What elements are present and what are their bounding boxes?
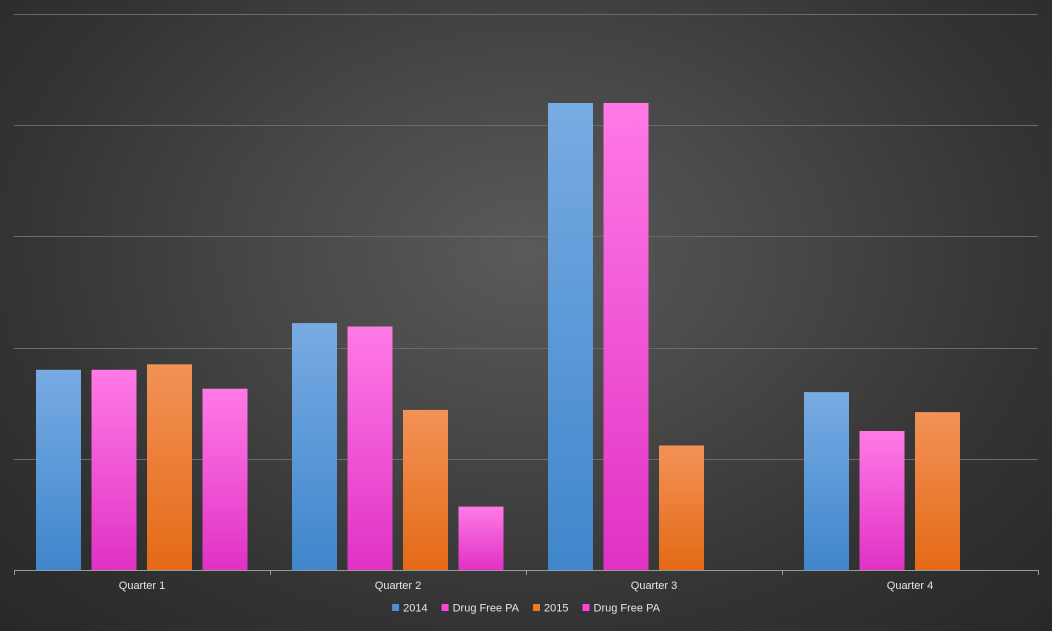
bar-3-series-1 [859,431,905,570]
x-tick-label-2: Quarter 3 [631,580,677,592]
bar-0-series-2 [147,364,192,570]
legend-swatch-2 [533,604,540,611]
bar-1-series-1 [347,326,393,570]
legend-label-2: 2015 [544,603,568,615]
x-tick-label-1: Quarter 2 [375,580,421,592]
bar-0-series-0 [36,369,81,570]
bar-0-series-3 [202,388,248,570]
bar-1-series-3 [458,506,504,570]
legend-swatch-0 [392,604,400,611]
x-axis: Quarter 1 Quarter 2 Quarter 3 Quarter 4 [14,570,1039,592]
legend-swatch-1 [441,604,449,611]
legend-label-3: Drug Free PA [594,603,661,615]
bar-0-series-1 [91,369,137,570]
bar-2-series-1 [603,103,649,570]
bar-1-series-0 [292,323,337,570]
bar-3-series-2 [915,412,960,570]
legend-label-1: Drug Free PA [453,603,520,615]
legend-swatch-3 [582,604,590,611]
x-tick-label-3: Quarter 4 [887,580,933,592]
legend: 2014 Drug Free PA 2015 Drug Free PA [392,603,661,615]
x-tick-label-0: Quarter 1 [119,580,165,592]
bar-3-series-0 [804,392,849,570]
legend-label-0: 2014 [403,603,427,615]
bar-2-series-0 [548,103,593,570]
bar-2-series-2 [659,445,704,570]
bar-1-series-2 [403,409,448,570]
bars [36,103,960,570]
